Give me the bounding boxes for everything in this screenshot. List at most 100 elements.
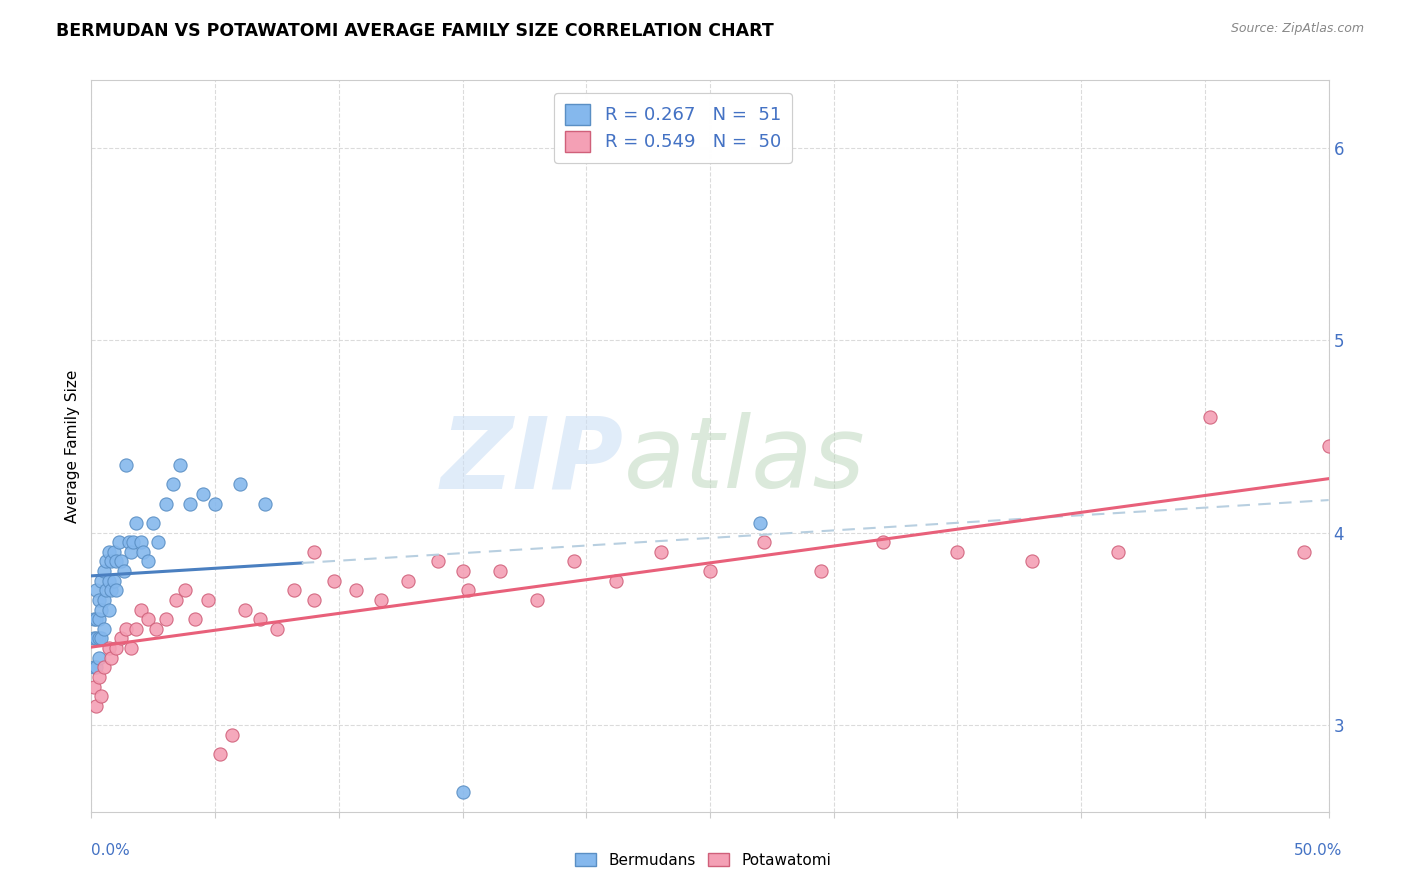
Text: BERMUDAN VS POTAWATOMI AVERAGE FAMILY SIZE CORRELATION CHART: BERMUDAN VS POTAWATOMI AVERAGE FAMILY SI… <box>56 22 773 40</box>
Point <box>93 593 115 607</box>
Point <box>229 477 252 491</box>
Point <box>162 477 184 491</box>
Point <box>90 690 112 704</box>
Legend: Bermudans, Potawatomi: Bermudans, Potawatomi <box>567 845 839 875</box>
Point <box>396 574 419 588</box>
Point <box>115 458 138 473</box>
Point <box>107 535 129 549</box>
Point <box>90 574 112 588</box>
Point <box>100 583 122 598</box>
Point <box>748 516 770 530</box>
Point <box>344 583 367 598</box>
Point <box>1317 439 1340 453</box>
Point <box>96 554 118 568</box>
Point <box>451 785 474 799</box>
Point <box>699 564 721 578</box>
Point <box>810 564 832 578</box>
Point <box>120 641 142 656</box>
Point <box>100 650 122 665</box>
Point <box>90 632 112 646</box>
Point <box>142 516 165 530</box>
Point <box>249 612 271 626</box>
Point <box>266 622 288 636</box>
Point <box>1199 410 1222 425</box>
Point <box>87 670 110 684</box>
Point <box>148 535 170 549</box>
Point <box>451 564 474 578</box>
Point <box>96 583 118 598</box>
Point <box>872 535 894 549</box>
Point <box>129 535 152 549</box>
Point <box>165 593 187 607</box>
Point <box>83 632 105 646</box>
Point <box>87 612 110 626</box>
Point <box>117 535 139 549</box>
Point <box>650 545 672 559</box>
Point <box>86 660 108 674</box>
Point <box>97 602 120 616</box>
Point <box>103 545 125 559</box>
Point <box>754 535 776 549</box>
Point <box>105 583 128 598</box>
Point <box>105 641 128 656</box>
Point <box>1107 545 1129 559</box>
Point <box>322 574 344 588</box>
Point <box>132 545 155 559</box>
Point <box>145 622 167 636</box>
Point <box>83 612 105 626</box>
Point <box>562 554 585 568</box>
Point <box>169 458 191 473</box>
Point <box>283 583 305 598</box>
Point <box>488 564 510 578</box>
Point <box>103 574 125 588</box>
Point <box>115 622 138 636</box>
Y-axis label: Average Family Size: Average Family Size <box>65 369 80 523</box>
Point <box>136 554 159 568</box>
Point <box>86 632 108 646</box>
Point <box>605 574 627 588</box>
Point <box>86 583 108 598</box>
Text: Source: ZipAtlas.com: Source: ZipAtlas.com <box>1230 22 1364 36</box>
Point <box>1292 545 1315 559</box>
Point <box>209 747 232 761</box>
Point <box>125 516 148 530</box>
Point <box>93 564 115 578</box>
Point <box>125 622 148 636</box>
Text: ZIP: ZIP <box>440 412 623 509</box>
Point <box>136 612 159 626</box>
Point <box>946 545 969 559</box>
Point <box>457 583 479 598</box>
Point <box>426 554 449 568</box>
Point <box>112 564 135 578</box>
Point <box>233 602 256 616</box>
Point <box>174 583 197 598</box>
Point <box>97 545 120 559</box>
Point <box>191 487 214 501</box>
Point <box>86 698 108 713</box>
Point <box>370 593 392 607</box>
Point <box>97 574 120 588</box>
Point <box>93 622 115 636</box>
Point <box>93 660 115 674</box>
Point <box>1021 554 1043 568</box>
Point <box>110 554 132 568</box>
Point <box>179 497 201 511</box>
Point <box>87 593 110 607</box>
Point <box>86 612 108 626</box>
Point <box>97 641 120 656</box>
Text: 50.0%: 50.0% <box>1295 843 1343 858</box>
Point <box>526 593 548 607</box>
Point <box>302 593 325 607</box>
Point <box>155 497 177 511</box>
Point <box>83 680 105 694</box>
Point <box>221 728 243 742</box>
Text: 0.0%: 0.0% <box>91 843 131 858</box>
Point <box>105 554 128 568</box>
Point <box>197 593 219 607</box>
Point <box>302 545 325 559</box>
Point <box>90 602 112 616</box>
Point <box>129 602 152 616</box>
Point <box>120 545 142 559</box>
Point <box>155 612 177 626</box>
Legend: R = 0.267   N =  51, R = 0.549   N =  50: R = 0.267 N = 51, R = 0.549 N = 50 <box>554 93 792 162</box>
